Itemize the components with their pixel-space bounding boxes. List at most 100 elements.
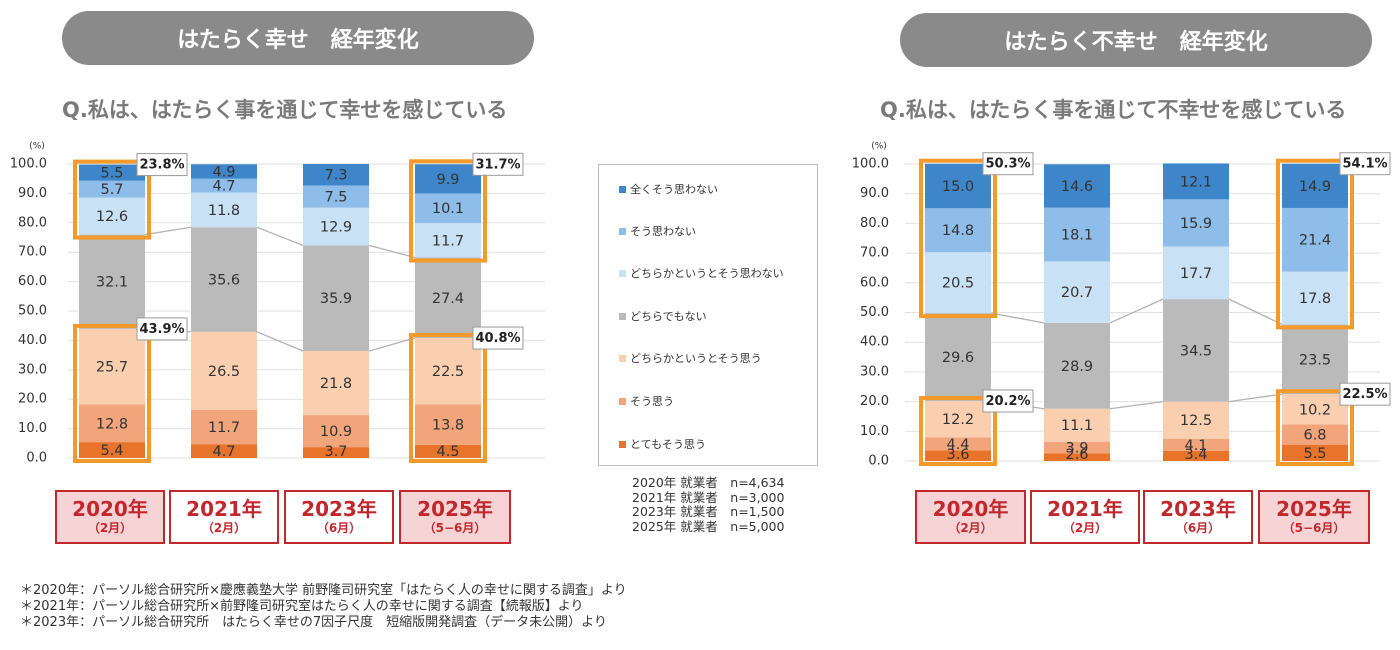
highlight-frame-top [919,158,997,319]
footnote: ＊2021年：パーソル総合研究所×前野隆司研究室はたらく人の幸せに関する調査【続… [20,599,584,614]
bar-segment [1044,453,1110,461]
bar-segment [79,197,145,235]
bar-segment [1163,450,1229,461]
connector-line [256,226,304,247]
footnote: ＊2023年：パーソル総合研究所 はたらく幸せの7因子尺度 短縮版開発調査（デー… [20,615,607,630]
data-label: 3.9 [1065,440,1088,456]
data-label: 5.7 [100,182,123,198]
year-label: 2020年 [932,497,1009,521]
callout-label: 43.9% [139,322,184,337]
y-tick-label: 10.0 [18,421,47,436]
bar-segment [925,163,991,209]
year-label-box: 2020年 （2月） [55,490,165,544]
callout-label: 54.1% [1342,157,1387,172]
legend-swatch [619,312,626,320]
connector-line [1228,393,1283,403]
legend-item: どちらかというとそう思う [619,350,762,366]
data-label: 20.5 [942,276,974,292]
data-label: 14.8 [942,223,974,239]
bar-segment [191,192,257,228]
year-sublabel: （6月） [1175,521,1221,535]
callout-box [472,326,524,350]
y-tick-label: 100.0 [852,157,889,172]
data-label: 6.8 [1303,428,1326,444]
connector-line [368,337,416,352]
data-label: 14.6 [1061,179,1093,195]
bar-segment [925,401,991,438]
bar-segment [1282,394,1348,425]
year-label-box: 2025年 （5−6月） [399,490,511,544]
data-label: 4.4 [946,437,969,453]
year-label-box: 2021年 （2月） [169,490,279,544]
callout-label: 31.7% [475,157,520,172]
bar-segment [415,223,481,258]
data-label: 5.4 [100,443,123,459]
bar-segment [415,404,481,445]
y-tick-label: 80.0 [860,216,889,231]
connector-line [1109,298,1164,324]
data-label: 11.1 [1061,418,1093,434]
bar-segment [1282,444,1348,461]
legend-item: とてもそう思う [619,436,706,452]
callout-box [982,389,1034,413]
data-label: 9.9 [436,172,459,188]
legend-label: とてもそう思う [630,438,706,451]
year-label-box: 2023年 （6月） [1143,490,1253,544]
left-question: Q.私は、はたらく事を通じて幸せを感じている [62,98,508,122]
bar-segment [1282,271,1348,325]
data-label: 29.6 [942,350,974,366]
y-tick-label: 100.0 [10,157,47,172]
bar-segment [191,409,257,445]
y-tick-label: 70.0 [860,246,889,261]
highlight-frame-top [73,159,151,240]
y-tick-label: 30.0 [18,362,47,377]
year-sublabel: （2月） [1062,521,1108,535]
data-label: 21.4 [1299,233,1331,249]
y-tick-label: 90.0 [860,186,889,201]
data-label: 17.8 [1299,291,1331,307]
bar-segment [1044,207,1110,262]
data-label: 3.4 [1184,447,1207,463]
bar-segment [303,164,369,186]
data-label: 17.7 [1180,266,1212,282]
data-label: 7.5 [324,189,347,205]
bar-segment [415,257,481,339]
y-unit-label: (%) [871,142,887,152]
connector-line [368,244,416,259]
footnotes: ＊2020年：パーソル総合研究所×慶應義塾大学 前野隆司研究室「はたらく人の幸せ… [20,583,627,631]
bar-segment [191,444,257,458]
sample-size-line: 2025年 就業者 n=5,000 [632,518,785,534]
bar-segment [1163,401,1229,439]
bar-segment [415,193,481,224]
data-label: 12.9 [320,219,352,235]
bar-segment [1163,299,1229,402]
y-tick-label: 60.0 [860,275,889,290]
bar-segment [303,447,369,458]
bar-segment [303,207,369,246]
bar-segment [415,338,481,405]
bar-segment [1163,163,1229,200]
data-label: 12.6 [96,209,128,225]
y-tick-label: 20.0 [860,394,889,409]
bar-segment [79,164,145,181]
highlight-frame-bottom [73,323,151,463]
callout-box [1339,152,1391,176]
legend-swatch [619,269,626,277]
bar-segment [303,185,369,208]
data-label: 5.5 [1303,446,1326,462]
callout-box [982,152,1034,176]
bar-segment [925,252,991,314]
data-label: 35.6 [208,273,240,289]
data-label: 11.7 [432,233,464,249]
legend-swatch [619,227,626,235]
right-chart-title: はたらく不幸せ 経年変化 [900,13,1372,67]
legend-label: どちらでもない [630,310,707,323]
y-unit-label: (%) [29,142,45,152]
bar-segment [1044,441,1110,454]
bar-segment [191,178,257,193]
sample-size-line: 2021年 就業者 n=3,000 [632,489,785,505]
year-label: 2021年 [186,497,262,521]
bar-segment [925,450,991,461]
bar-segment [79,328,145,405]
year-label-box: 2020年 （2月） [915,490,1026,544]
